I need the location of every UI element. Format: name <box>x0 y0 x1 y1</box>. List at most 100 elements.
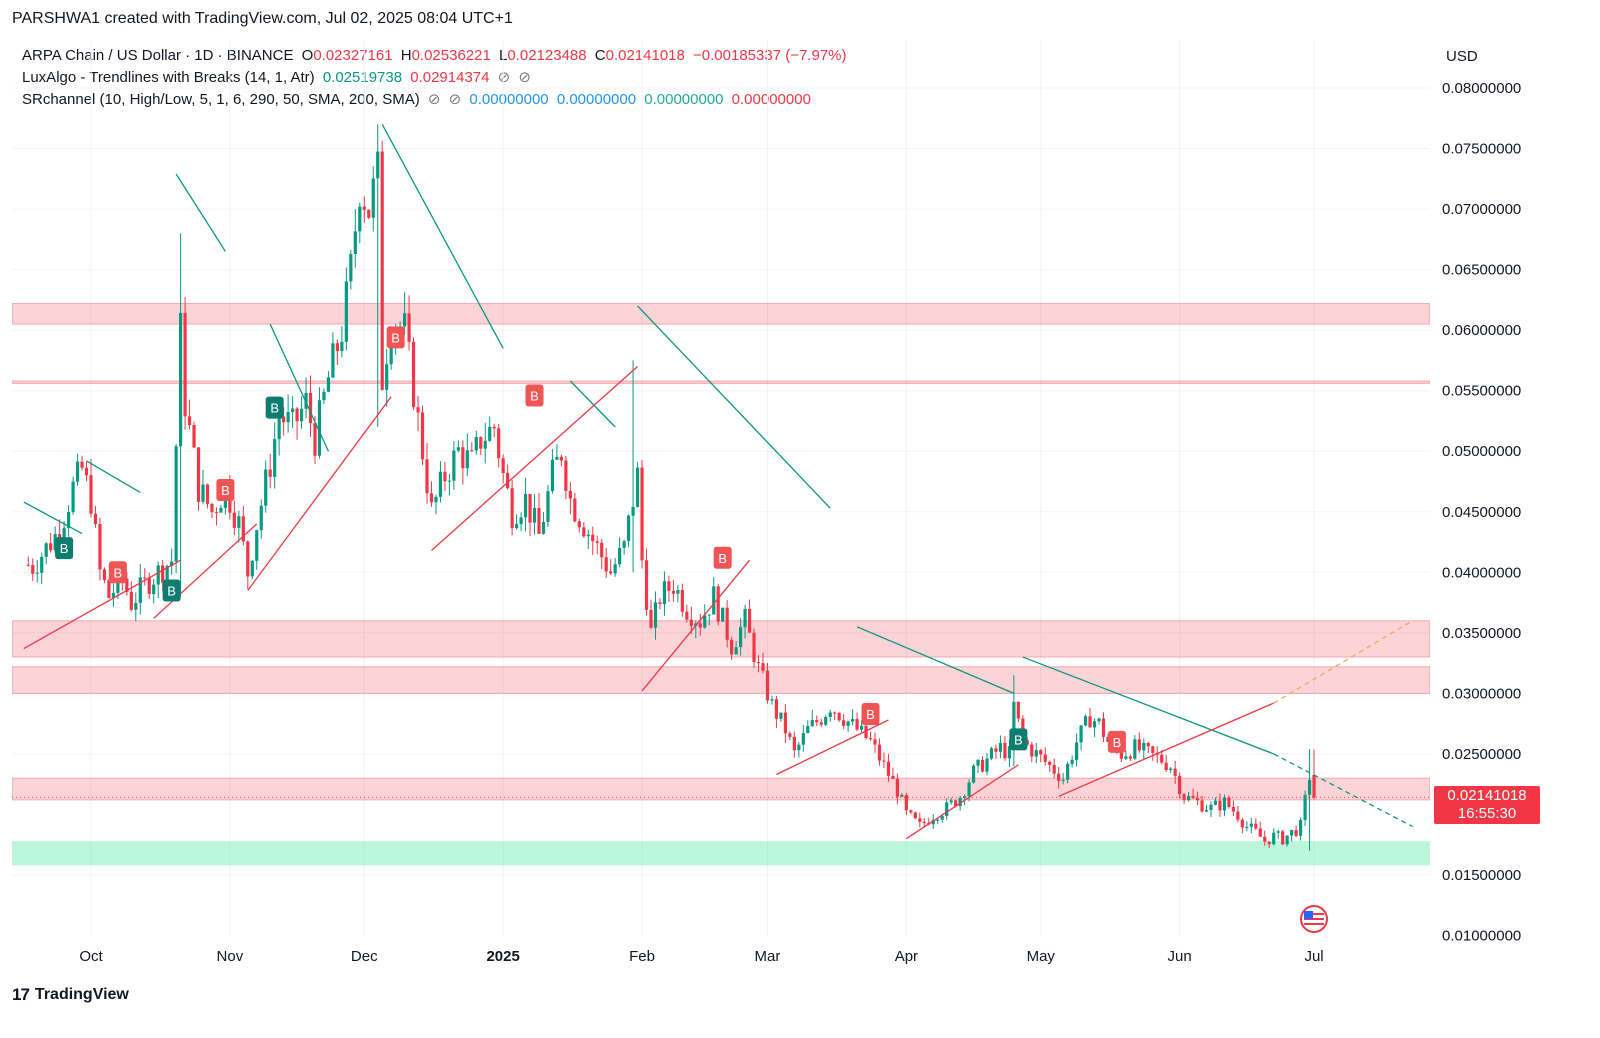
candle <box>1088 708 1092 728</box>
legend-srchannel-row[interactable]: SRchannel (10, High/Low, 5, 1, 6, 290, 5… <box>22 89 851 111</box>
candle-body <box>1222 797 1227 811</box>
candle-body <box>985 758 989 772</box>
break-label-box <box>1009 728 1028 751</box>
candle <box>93 506 98 528</box>
candle <box>662 571 667 616</box>
candle-body <box>1173 768 1177 776</box>
y-axis-tick-label: 0.05000000 <box>1442 443 1521 460</box>
candle-body <box>1016 701 1020 719</box>
candle-body <box>922 821 926 823</box>
candle <box>1142 738 1146 760</box>
candle <box>156 561 160 599</box>
downtrend-line <box>23 501 83 535</box>
resistance-zone <box>12 303 1430 325</box>
candle <box>559 454 563 467</box>
candle-body <box>331 343 335 378</box>
candle <box>1070 755 1074 768</box>
downtrend-line <box>175 173 226 252</box>
legend-symbol[interactable]: ARPA Chain / US Dollar · 1D · BINANCE <box>22 47 294 64</box>
candle-body <box>546 491 550 522</box>
candle-body <box>877 744 882 761</box>
candle <box>770 695 774 705</box>
candle-body <box>801 732 805 745</box>
hidden-eye-icon[interactable]: ⊘ <box>448 91 462 108</box>
candle <box>564 455 568 500</box>
candle-body <box>268 469 272 477</box>
candle <box>577 518 581 533</box>
candle-body <box>488 426 492 441</box>
candle <box>367 209 371 220</box>
us-flag-icon[interactable] <box>1300 905 1328 933</box>
hidden-eye-icon[interactable]: ⊘ <box>497 69 511 86</box>
candle-body <box>1195 798 1200 801</box>
candle <box>922 818 926 828</box>
candle-body <box>532 508 537 523</box>
downtrend-line <box>86 460 141 493</box>
candle <box>1240 817 1244 834</box>
legend-panel: ARPA Chain / US Dollar · 1D · BINANCE O0… <box>22 45 851 111</box>
candle <box>743 604 747 639</box>
downtrend-line <box>1022 656 1274 755</box>
candle <box>492 423 496 438</box>
candle <box>416 395 420 432</box>
candle <box>264 460 268 513</box>
candle <box>600 538 604 569</box>
candle-body <box>1249 823 1253 827</box>
candle-body <box>913 812 917 819</box>
legend-change: −0.00185337 (−7.97%) <box>693 47 847 64</box>
bullish-break-label: B <box>265 396 284 419</box>
legend-symbol-row[interactable]: ARPA Chain / US Dollar · 1D · BINANCE O0… <box>22 45 851 67</box>
candle-body <box>671 590 675 594</box>
candle-body <box>1160 754 1164 763</box>
candle <box>523 477 528 532</box>
candle-body <box>98 523 102 570</box>
candle-body <box>403 313 407 327</box>
legend-srchannel-name[interactable]: SRchannel (10, High/Low, 5, 1, 6, 290, 5… <box>22 91 420 108</box>
candle <box>259 499 263 539</box>
candle-body <box>358 206 362 232</box>
x-axis-tick-label: Jun <box>1168 948 1192 965</box>
legend-srchannel-value-1: 0.00000000 <box>469 91 549 108</box>
candle-body <box>940 816 944 820</box>
candle-body <box>291 408 295 413</box>
downtrend-line <box>269 323 330 452</box>
bearish-break-label: B <box>525 384 544 407</box>
candle <box>1245 821 1249 832</box>
candle-body <box>152 584 156 594</box>
candle <box>765 662 770 704</box>
candle-body <box>143 577 147 579</box>
break-label-box <box>265 396 284 419</box>
candle <box>644 548 649 616</box>
hidden-eye-icon[interactable]: ⊘ <box>518 69 531 86</box>
y-axis-tick-label: 0.06000000 <box>1442 322 1521 339</box>
x-axis-tick-label: Dec <box>351 948 378 965</box>
candle-body <box>129 591 133 610</box>
candle-body <box>1057 773 1061 781</box>
candle <box>98 517 102 581</box>
candle-body <box>864 725 868 739</box>
candle <box>721 607 725 622</box>
candle-body <box>891 775 895 779</box>
candle <box>613 558 617 577</box>
candle-body <box>653 602 658 628</box>
legend-luxalgo-name[interactable]: LuxAlgo - Trendlines with Breaks (14, 1,… <box>22 69 315 86</box>
candle <box>452 441 456 490</box>
candle-body <box>1218 800 1222 811</box>
bar-countdown: 16:55:30 <box>1457 805 1517 822</box>
candle <box>734 641 738 655</box>
candle-body <box>470 450 474 452</box>
candle <box>246 540 250 590</box>
candle-body <box>931 819 935 825</box>
candle-body <box>895 778 899 797</box>
legend-close: 0.02141018 <box>605 47 685 64</box>
x-axis-tick-label: Jul <box>1304 948 1323 965</box>
legend-luxalgo-row[interactable]: LuxAlgo - Trendlines with Breaks (14, 1,… <box>22 67 851 89</box>
tradingview-brand[interactable]: 17 TradingView <box>12 985 129 1005</box>
candle-body <box>604 557 608 572</box>
candle-body <box>1048 761 1052 765</box>
candle <box>232 500 236 535</box>
hidden-eye-icon[interactable]: ⊘ <box>427 91 441 108</box>
candle-body <box>774 699 779 719</box>
candle <box>1294 825 1298 838</box>
